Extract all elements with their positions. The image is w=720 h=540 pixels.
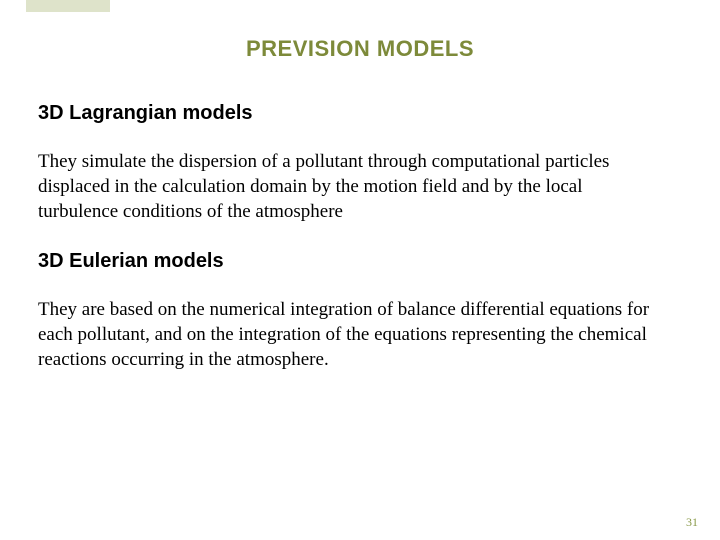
section-body-lagrangian: They simulate the dispersion of a pollut…: [38, 149, 658, 224]
section-heading-lagrangian: 3D Lagrangian models: [38, 102, 658, 125]
section-body-eulerian: They are based on the numerical integrat…: [38, 297, 658, 372]
accent-bar: [26, 0, 110, 12]
slide-content: 3D Lagrangian models They simulate the d…: [38, 102, 658, 398]
slide-title: PREVISION MODELS: [0, 36, 720, 62]
page-number: 31: [686, 515, 698, 530]
section-heading-eulerian: 3D Eulerian models: [38, 250, 658, 273]
